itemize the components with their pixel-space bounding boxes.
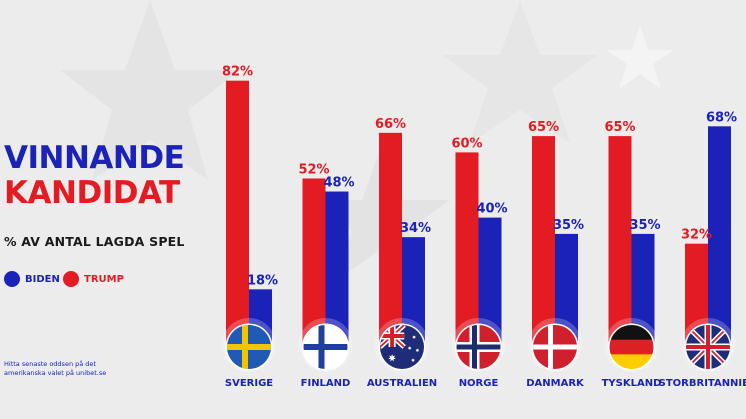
bar-biden xyxy=(555,233,578,348)
bar-biden xyxy=(478,217,502,348)
star-decoration xyxy=(442,0,598,143)
title-line-1: VINNANDE xyxy=(4,140,185,176)
legend-trump: TRUMP xyxy=(63,271,124,287)
legend-label-trump: TRUMP xyxy=(84,273,124,285)
flag-part xyxy=(533,344,577,350)
category-label: SVERIGE xyxy=(225,378,273,389)
data-label-trump: 52% xyxy=(298,162,329,177)
flag-star xyxy=(388,354,396,362)
star-decoration xyxy=(60,0,240,180)
category-label: TYSKLAND xyxy=(602,378,662,389)
data-label-biden: 48% xyxy=(323,176,354,191)
sweden-flag xyxy=(227,325,271,369)
norway-flag xyxy=(456,325,501,369)
bar-trump xyxy=(608,136,632,348)
flag-part xyxy=(609,354,654,369)
data-label-biden: 35% xyxy=(553,218,584,233)
country-group: 66% 34% AUSTRALIEN xyxy=(367,117,437,389)
bar-biden xyxy=(325,191,349,348)
data-label-trump: 60% xyxy=(451,136,482,151)
data-label-biden: 40% xyxy=(476,202,507,217)
bar-trump xyxy=(532,136,555,348)
legend-biden: BIDEN xyxy=(4,271,60,287)
category-label: FINLAND xyxy=(301,378,351,389)
data-label-trump: 66% xyxy=(375,117,406,132)
data-label-biden: 18% xyxy=(247,273,278,288)
category-label: NORGE xyxy=(459,378,499,389)
bar-biden xyxy=(708,126,731,348)
data-label-biden: 35% xyxy=(629,218,660,233)
flag-star xyxy=(407,346,412,350)
data-label-trump: 32% xyxy=(681,228,712,243)
germany-flag xyxy=(609,325,654,369)
bar-trump xyxy=(455,152,479,348)
flag-part xyxy=(303,344,348,350)
star-decoration xyxy=(606,25,674,89)
country-group: 52%48% FINLAND xyxy=(298,162,354,389)
data-label-biden: 34% xyxy=(400,221,431,236)
country-group: 60% 40% NORGE xyxy=(451,136,507,389)
flag-part xyxy=(380,334,405,338)
country-group: 65% 35% DANMARK xyxy=(526,120,585,389)
data-label-trump: 82% xyxy=(222,65,253,80)
bar-biden xyxy=(631,233,655,348)
data-label-biden: 68% xyxy=(706,110,737,125)
legend-label-biden: BIDEN xyxy=(25,273,60,285)
title-line-2: KANDIDAT xyxy=(4,175,180,211)
legend-swatch-biden xyxy=(4,271,20,287)
flag-star xyxy=(415,348,420,353)
flag-part xyxy=(456,344,501,350)
denmark-flag xyxy=(533,325,577,369)
country-group: 82% 18% SVERIGE xyxy=(222,65,278,389)
uk-flag xyxy=(686,325,730,369)
data-label-trump: 65% xyxy=(604,120,635,135)
bar-trump xyxy=(379,132,402,348)
category-label: AUSTRALIEN xyxy=(367,378,437,389)
flag-part xyxy=(227,344,271,350)
category-label: DANMARK xyxy=(526,378,585,389)
flag-part xyxy=(686,345,730,349)
bar-trump xyxy=(226,80,249,349)
data-label-trump: 65% xyxy=(528,120,559,135)
flag-part xyxy=(609,339,654,355)
australia-flag xyxy=(380,325,424,369)
country-group: 65% 35% TYSKLAND xyxy=(602,120,662,389)
category-label: STORBRITANNIEN xyxy=(659,378,746,389)
bar-biden xyxy=(402,237,425,348)
subtitle: % AV ANTAL LAGDA SPEL xyxy=(4,234,185,249)
finland-flag xyxy=(303,325,348,369)
flag-star xyxy=(412,335,416,339)
flag-part xyxy=(609,325,654,341)
country-group: 32% 68% STORBRITANNIEN xyxy=(659,110,746,389)
bar-trump xyxy=(685,243,708,348)
footnote: Hitta senaste oddsen på det amerikanska … xyxy=(4,360,107,377)
bar-trump xyxy=(302,178,326,348)
legend-swatch-trump xyxy=(63,271,79,287)
flag-star xyxy=(411,358,415,362)
